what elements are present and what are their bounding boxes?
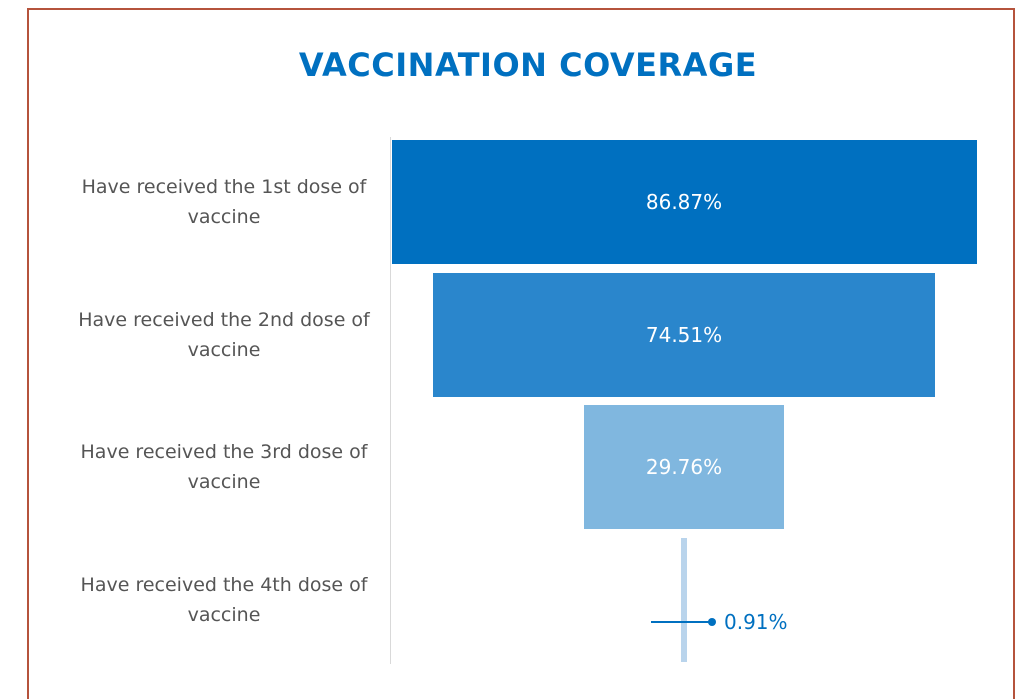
leader-dot bbox=[708, 617, 716, 626]
category-label: Have received the 1st dose of vaccine bbox=[81, 176, 367, 228]
leader-line bbox=[651, 620, 712, 623]
category-label: Have received the 2nd dose of vaccine bbox=[78, 308, 370, 361]
data-label: 74.51% bbox=[645, 322, 723, 347]
data-label: 0.91% bbox=[724, 609, 788, 634]
bar bbox=[391, 140, 977, 264]
category-label: Have received the 3rd dose of vaccine bbox=[80, 441, 368, 493]
axis-line bbox=[390, 137, 391, 664]
chart-title: VACCINATION COVERAGE bbox=[298, 46, 758, 84]
bar bbox=[433, 272, 935, 397]
category-label: Have received the 4th dose of vaccine bbox=[80, 573, 368, 626]
data-label: 86.87% bbox=[645, 190, 723, 214]
frame bbox=[27, 8, 1015, 699]
bar bbox=[583, 405, 785, 529]
bar bbox=[680, 537, 688, 662]
data-label: 29.76% bbox=[645, 455, 723, 479]
